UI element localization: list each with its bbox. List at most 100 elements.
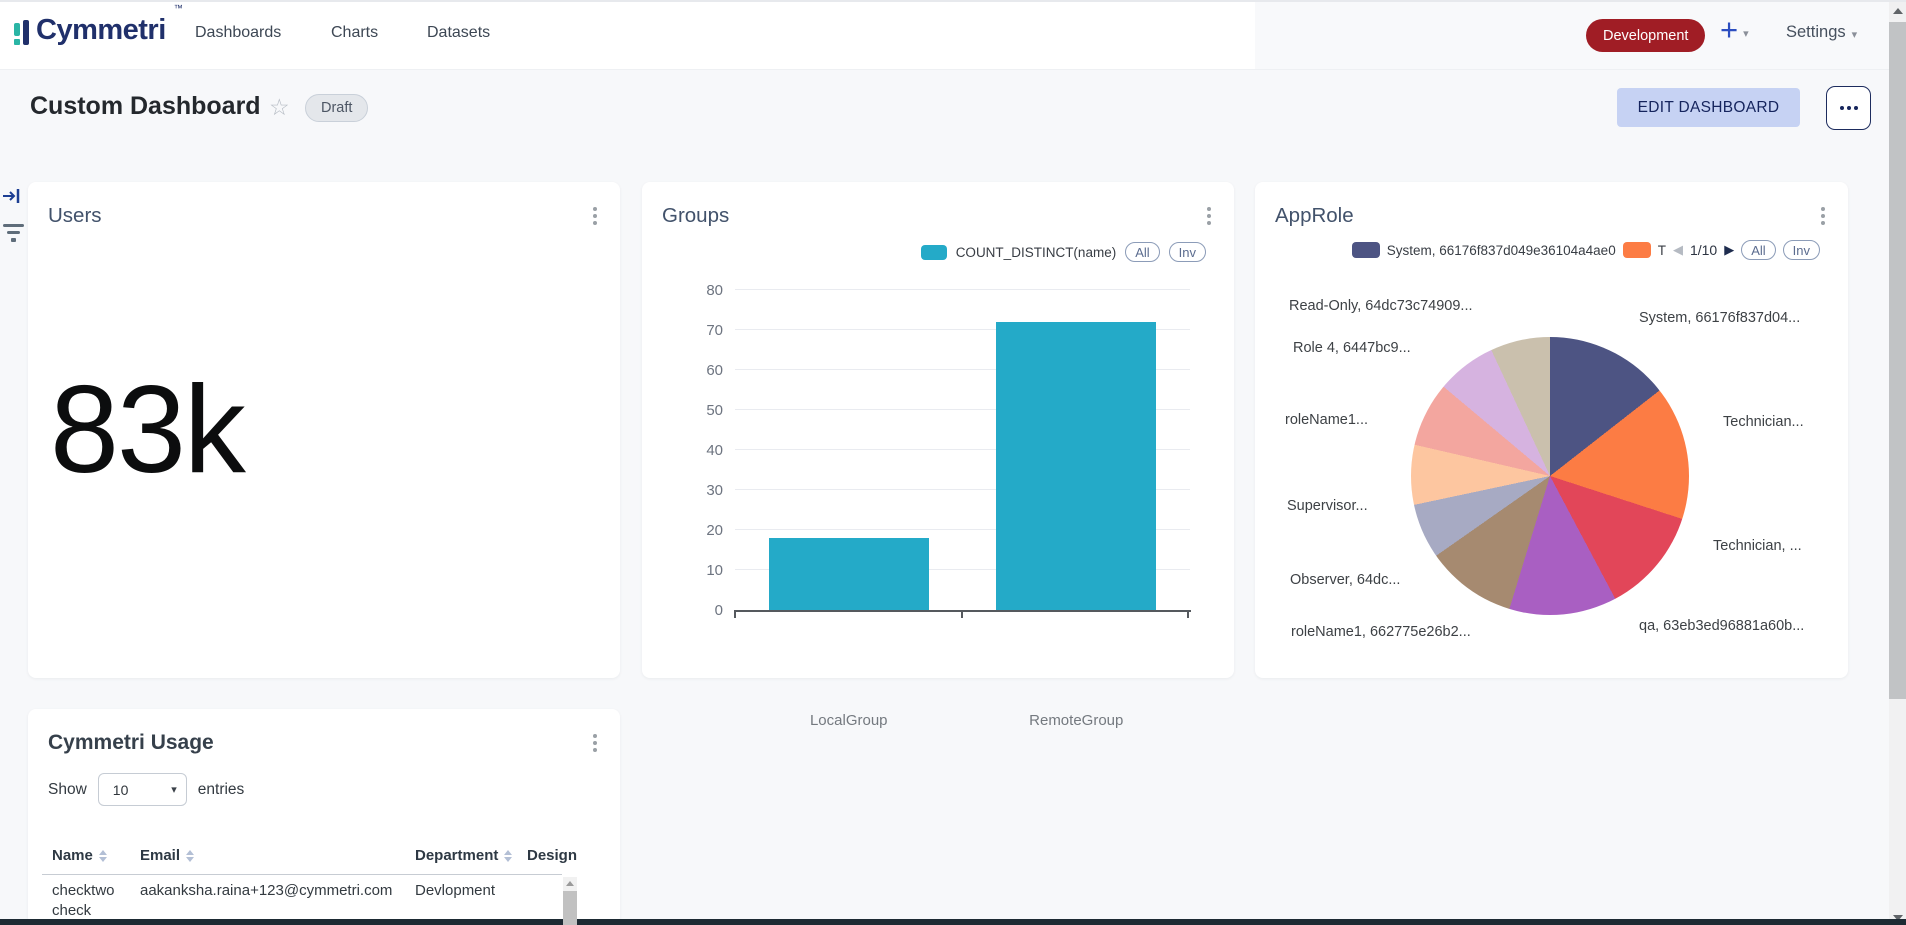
legend-pagination: 1/10 <box>1689 242 1718 258</box>
navbar: Cymmetri ™ Dashboards Charts Datasets De… <box>0 0 1906 70</box>
page-size-value: 10 <box>112 781 129 798</box>
groups-card-title: Groups <box>662 204 730 227</box>
pie-slice-label: roleName1, 662775e26b2... <box>1291 624 1471 640</box>
legend-prev-page-icon[interactable]: ◀ <box>1672 242 1683 257</box>
usage-card-title: Cymmetri Usage <box>48 731 214 754</box>
legend-item-label: System, 66176f837d049e36104a4ae0 <box>1386 242 1616 258</box>
scroll-up-icon[interactable] <box>563 877 577 889</box>
users-count-value: 83k <box>50 361 246 499</box>
settings-label: Settings <box>1786 23 1846 41</box>
table-cell-email: aakanksha.raina+123@cymmetri.com <box>140 882 393 899</box>
status-badge: Draft <box>305 94 369 122</box>
brand-logo[interactable]: Cymmetri ™ <box>14 3 183 47</box>
pie-slice-label: System, 66176f837d04... <box>1639 310 1801 326</box>
approle-card-title: AppRole <box>1275 204 1354 227</box>
groups-chart-legend: COUNT_DISTINCT(name) All Inv <box>920 242 1206 262</box>
x-axis <box>734 610 1191 618</box>
navbar-right-background <box>1255 2 1906 69</box>
legend-inv-button[interactable]: Inv <box>1782 240 1820 260</box>
brand-trademark: ™ <box>173 3 183 13</box>
users-card: Users 83k <box>28 182 620 678</box>
edit-dashboard-button[interactable]: EDIT DASHBOARD <box>1617 88 1800 127</box>
y-axis-tick-label: 10 <box>706 562 723 579</box>
more-options-button[interactable] <box>1826 86 1871 130</box>
usage-card-menu-icon[interactable] <box>590 731 600 755</box>
table-scrollbar[interactable] <box>563 877 577 925</box>
nav-link-charts[interactable]: Charts <box>331 24 379 41</box>
legend-swatch <box>1351 242 1380 258</box>
pie-slice-label: roleName1... <box>1285 412 1369 428</box>
y-axis-tick-label: 40 <box>706 442 723 459</box>
groups-card-menu-icon[interactable] <box>1204 204 1214 228</box>
legend-all-button[interactable]: All <box>1125 242 1160 262</box>
gridline <box>735 289 1190 290</box>
chevron-down-icon: ▾ <box>1851 28 1858 41</box>
entries-label: entries <box>197 780 245 798</box>
y-axis-tick-label: 70 <box>706 322 723 339</box>
users-card-menu-icon[interactable] <box>590 204 600 228</box>
legend-next-page-icon[interactable]: ▶ <box>1724 242 1735 257</box>
pie-slice-label: Technician... <box>1723 414 1804 430</box>
pie-slice-label: Supervisor... <box>1287 498 1368 514</box>
brand-name: Cymmetri <box>36 14 166 46</box>
table-scrollbar-thumb[interactable] <box>563 891 577 925</box>
legend-swatch <box>920 244 947 260</box>
page-scrollbar[interactable] <box>1889 2 1906 925</box>
filter-icon[interactable] <box>0 224 26 242</box>
approle-pie-chart[interactable] <box>1411 337 1689 615</box>
pie-slice-label: Observer, 64dc... <box>1290 572 1401 588</box>
table-header-designation[interactable]: Design <box>527 847 578 864</box>
expand-sidebar-icon[interactable] <box>2 186 22 211</box>
x-axis-category-label: LocalGroup <box>809 712 888 730</box>
bar-RemoteGroup[interactable] <box>996 322 1157 610</box>
y-axis-tick-label: 60 <box>706 362 723 379</box>
nav-link-datasets[interactable]: Datasets <box>427 24 491 41</box>
legend-all-button[interactable]: All <box>1741 240 1776 260</box>
table-cell-department: Devlopment <box>415 882 496 899</box>
pie-slice-label: Read-Only, 64dc73c74909... <box>1289 298 1473 314</box>
y-axis-tick-label: 0 <box>714 602 723 619</box>
table-header-department[interactable]: Department <box>415 847 513 864</box>
sort-icon[interactable] <box>98 849 107 862</box>
y-axis-tick-label: 30 <box>706 482 723 499</box>
sort-icon[interactable] <box>504 849 513 862</box>
y-axis-tick-label: 50 <box>706 402 723 419</box>
gridline <box>735 449 1190 450</box>
gridline <box>735 409 1190 410</box>
usage-card: Cymmetri Usage Show 10 ▾ entries Name Em… <box>28 709 620 925</box>
show-label: Show <box>48 780 87 798</box>
scroll-down-icon[interactable] <box>1889 915 1906 921</box>
nav-link-dashboards[interactable]: Dashboards <box>195 24 282 41</box>
ellipsis-icon <box>1839 106 1858 110</box>
plus-icon: + <box>1720 12 1739 47</box>
groups-bar-chart: 0 10 20 30 40 50 60 70 80 LocalGroup RemoteGroup <box>706 282 1191 729</box>
page-title: Custom Dashboard <box>30 92 261 120</box>
approle-card: AppRole System, 66176f837d049e36104a4ae0… <box>1255 182 1848 678</box>
settings-menu-button[interactable]: Settings ▾ <box>1786 23 1857 42</box>
favorite-star-icon[interactable]: ☆ <box>269 94 290 120</box>
chevron-down-icon: ▾ <box>1743 28 1749 40</box>
add-menu-button[interactable]: + ▾ <box>1720 14 1749 45</box>
legend-inv-button[interactable]: Inv <box>1168 242 1206 262</box>
page-scrollbar-thumb[interactable] <box>1889 22 1906 699</box>
scroll-up-icon[interactable] <box>1889 2 1906 19</box>
groups-card: Groups COUNT_DISTINCT(name) All Inv 0 10 2… <box>642 182 1234 729</box>
gridline <box>735 569 1190 570</box>
sort-icon[interactable] <box>186 849 195 862</box>
page-size-select[interactable]: 10 ▾ <box>97 773 187 806</box>
gridline <box>735 369 1190 370</box>
x-axis-category-label: RemoteGroup <box>1029 712 1124 730</box>
brand-logo-icon <box>14 20 29 45</box>
table-cell-name: checktwo check <box>52 882 115 919</box>
table-header-email[interactable]: Email <box>140 847 195 864</box>
gridline <box>735 329 1190 330</box>
table-header-name[interactable]: Name <box>52 847 107 864</box>
table-header-divider <box>42 874 562 875</box>
y-axis-tick-label: 80 <box>706 282 723 299</box>
users-card-title: Users <box>48 204 102 227</box>
environment-badge[interactable]: Development <box>1586 19 1706 52</box>
approle-card-menu-icon[interactable] <box>1818 204 1828 228</box>
bar-LocalGroup[interactable] <box>768 538 929 610</box>
gridline <box>735 529 1190 530</box>
